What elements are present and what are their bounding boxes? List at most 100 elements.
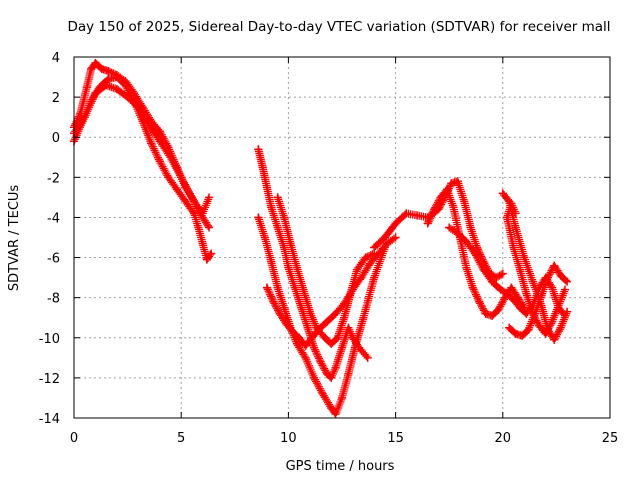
- data-point: [292, 339, 301, 348]
- data-point: [267, 203, 276, 212]
- data-point: [202, 255, 211, 264]
- data-point: [155, 127, 164, 136]
- data-point: [307, 333, 316, 342]
- data-point: [340, 313, 349, 322]
- x-tick-label: 0: [70, 431, 78, 446]
- data-point: [331, 309, 340, 318]
- data-point: [556, 323, 565, 332]
- data-point: [350, 343, 359, 352]
- y-tick-label: -14: [39, 412, 60, 427]
- data-point: [515, 265, 524, 274]
- data-point: [511, 329, 520, 338]
- data-point: [462, 263, 471, 272]
- data-point: [112, 73, 121, 82]
- data-point: [383, 239, 392, 248]
- x-tick-label: 5: [177, 431, 185, 446]
- data-point: [402, 209, 411, 218]
- data-point: [262, 183, 271, 192]
- data-point: [522, 289, 531, 298]
- data-point: [365, 259, 374, 268]
- data-point: [363, 353, 372, 362]
- y-tick-label: -12: [39, 372, 60, 387]
- data-points: [70, 59, 572, 418]
- data-point: [91, 89, 100, 98]
- series-track-m: [498, 189, 572, 344]
- data-point: [104, 67, 113, 76]
- series-track-e: [254, 213, 389, 418]
- y-tick-label: 0: [52, 131, 60, 146]
- data-point: [556, 271, 565, 280]
- data-point: [503, 289, 512, 298]
- x-tick-label: 15: [387, 431, 404, 446]
- y-tick-label: -10: [39, 332, 60, 347]
- data-point: [102, 81, 111, 90]
- data-point: [310, 343, 319, 352]
- data-point: [370, 273, 379, 282]
- data-point: [290, 283, 299, 292]
- data-point: [286, 239, 295, 248]
- x-tick-label: 10: [280, 431, 297, 446]
- data-point: [177, 173, 186, 182]
- data-point: [310, 373, 319, 382]
- data-point: [91, 59, 100, 68]
- data-point: [194, 223, 203, 232]
- data-point: [413, 211, 422, 220]
- data-point: [312, 323, 321, 332]
- data-point: [468, 283, 477, 292]
- data-point: [449, 203, 458, 212]
- data-point: [520, 253, 529, 262]
- data-point: [295, 333, 304, 342]
- data-point: [303, 323, 312, 332]
- y-tick-label: 4: [52, 51, 60, 66]
- x-tick-label: 20: [495, 431, 512, 446]
- data-point: [436, 193, 445, 202]
- data-point: [97, 65, 106, 74]
- y-axis-label: SDTVAR / TECUs: [7, 185, 22, 292]
- data-point: [494, 305, 503, 314]
- data-point: [492, 273, 501, 282]
- data-point: [466, 223, 475, 232]
- data-point: [254, 213, 263, 222]
- data-point: [563, 277, 572, 286]
- data-point: [284, 263, 293, 272]
- data-point: [344, 369, 353, 378]
- data-point: [370, 243, 379, 252]
- data-point: [273, 223, 282, 232]
- data-point: [155, 137, 164, 146]
- data-point: [147, 139, 156, 148]
- data-point: [297, 303, 306, 312]
- data-point: [318, 389, 327, 398]
- data-point: [447, 179, 456, 188]
- data-point: [361, 253, 370, 262]
- data-point: [543, 325, 552, 334]
- data-point: [543, 273, 552, 282]
- data-point: [299, 285, 308, 294]
- data-point: [475, 297, 484, 306]
- data-point: [535, 321, 544, 330]
- data-point: [338, 393, 346, 402]
- data-point: [498, 189, 507, 198]
- data-point: [82, 83, 91, 92]
- data-point: [331, 409, 340, 418]
- data-point: [327, 403, 336, 412]
- data-point: [145, 121, 154, 130]
- data-point: [423, 219, 432, 228]
- data-point: [316, 357, 325, 366]
- data-point: [488, 311, 497, 320]
- data-point: [207, 249, 216, 258]
- data-point: [205, 193, 214, 202]
- data-point: [518, 331, 527, 340]
- data-point: [488, 277, 497, 286]
- data-point: [273, 283, 282, 292]
- data-point: [462, 237, 471, 246]
- data-point: [260, 233, 269, 242]
- data-point: [511, 209, 520, 218]
- tick-labels: 0 5 10 15 20 25 -14 -12 -10 -8 -6 -4 -2 0 2 4: [39, 51, 619, 446]
- data-point: [537, 301, 546, 310]
- y-tick-label: -8: [47, 292, 60, 307]
- y-tick-label: -6: [47, 252, 60, 267]
- data-point: [269, 297, 278, 306]
- data-point: [505, 323, 514, 332]
- data-point: [267, 257, 276, 266]
